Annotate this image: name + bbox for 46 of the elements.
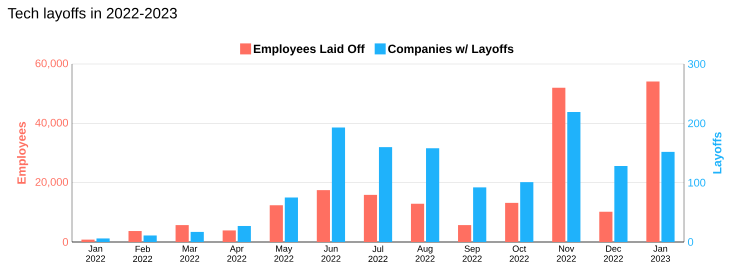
x-tick-label: Jun 2022	[321, 246, 340, 262]
bar	[284, 198, 298, 242]
bar	[426, 148, 440, 242]
bar	[567, 112, 580, 242]
bar	[222, 230, 236, 242]
x-tick-label: Jan 2022	[86, 246, 106, 262]
bar	[458, 225, 472, 242]
bar	[270, 205, 283, 242]
legend-label: Employees Laid Off	[254, 44, 365, 56]
x-tick-label: Oct 2022	[510, 246, 529, 262]
chart-title: Tech layoffs in 2022-2023	[8, 8, 177, 22]
y-tick-label: 0	[62, 238, 68, 246]
y2-axis-title: Layoffs	[712, 132, 724, 174]
y-tick-label: 20,000	[36, 178, 68, 188]
bar	[128, 231, 142, 242]
y-tick-label: 60,000	[36, 59, 68, 69]
bar	[316, 190, 330, 242]
x-tick-label: Jan 2023	[650, 246, 670, 262]
y-axis-title: Employees	[16, 122, 28, 184]
bar	[505, 202, 518, 242]
bar	[614, 166, 628, 242]
x-tick-label: Apr 2022	[227, 246, 246, 262]
y2-tick-label: 200	[688, 119, 706, 128]
bar	[599, 212, 612, 242]
bar	[190, 232, 204, 242]
x-tick-label: May 2022	[274, 246, 294, 262]
x-tick-label: Nov 2022	[556, 246, 576, 262]
y2-tick-label: 300	[688, 60, 706, 68]
bar	[473, 187, 486, 242]
bar	[238, 226, 251, 242]
bar	[176, 225, 189, 242]
y-tick-label: 40,000	[35, 118, 68, 128]
bar	[552, 88, 566, 242]
x-tick-label: Dec 2022	[604, 246, 623, 262]
bar	[144, 235, 157, 242]
x-tick-label: Feb 2022	[133, 246, 152, 262]
x-tick-label: Aug 2022	[416, 246, 435, 262]
y2-tick-label: 0	[688, 238, 694, 246]
x-tick-label: Mar 2022	[180, 246, 200, 262]
x-tick-label: Jul 2022	[368, 246, 388, 262]
bar	[520, 182, 534, 242]
x-tick-label: Sep 2022	[462, 246, 482, 262]
legend-label: Companies w/ Layoffs	[388, 44, 514, 56]
y2-tick-label: 100	[688, 178, 706, 187]
bar	[332, 127, 346, 242]
bar	[410, 204, 424, 242]
